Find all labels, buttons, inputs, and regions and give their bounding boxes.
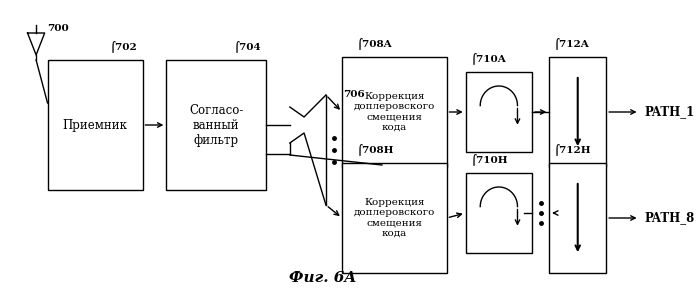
Bar (549, 57, 607, 167)
Text: Коррекция
доплеровского
смещения
кода: Коррекция доплеровского смещения кода (354, 92, 435, 132)
Bar (342, 163, 447, 273)
Text: ⌠702: ⌠702 (110, 40, 138, 52)
Text: PATH_1: PATH_1 (644, 106, 695, 118)
Bar (549, 163, 607, 273)
Bar (466, 72, 532, 152)
Bar (166, 60, 266, 190)
Text: Приемник: Приемник (63, 118, 128, 131)
Text: 700: 700 (47, 24, 69, 33)
Text: ⌠704: ⌠704 (234, 40, 261, 52)
Text: ⌠708H: ⌠708H (357, 143, 394, 155)
Text: Коррекция
доплеровского
смещения
кода: Коррекция доплеровского смещения кода (354, 198, 435, 238)
Text: ⌠710A: ⌠710A (470, 52, 506, 64)
Text: 706: 706 (343, 90, 365, 99)
Bar (47, 60, 142, 190)
Text: ⌠710H: ⌠710H (470, 153, 508, 165)
Text: ⌠712A: ⌠712A (554, 37, 590, 49)
Text: ⌠712H: ⌠712H (554, 143, 592, 155)
Text: Фиг. 6A: Фиг. 6A (290, 271, 357, 285)
Text: PATH_8: PATH_8 (644, 211, 695, 225)
Text: ⌠708A: ⌠708A (357, 37, 392, 49)
Text: Согласо-
ванный
фильтр: Согласо- ванный фильтр (189, 103, 244, 146)
Bar (342, 57, 447, 167)
Bar (466, 173, 532, 253)
